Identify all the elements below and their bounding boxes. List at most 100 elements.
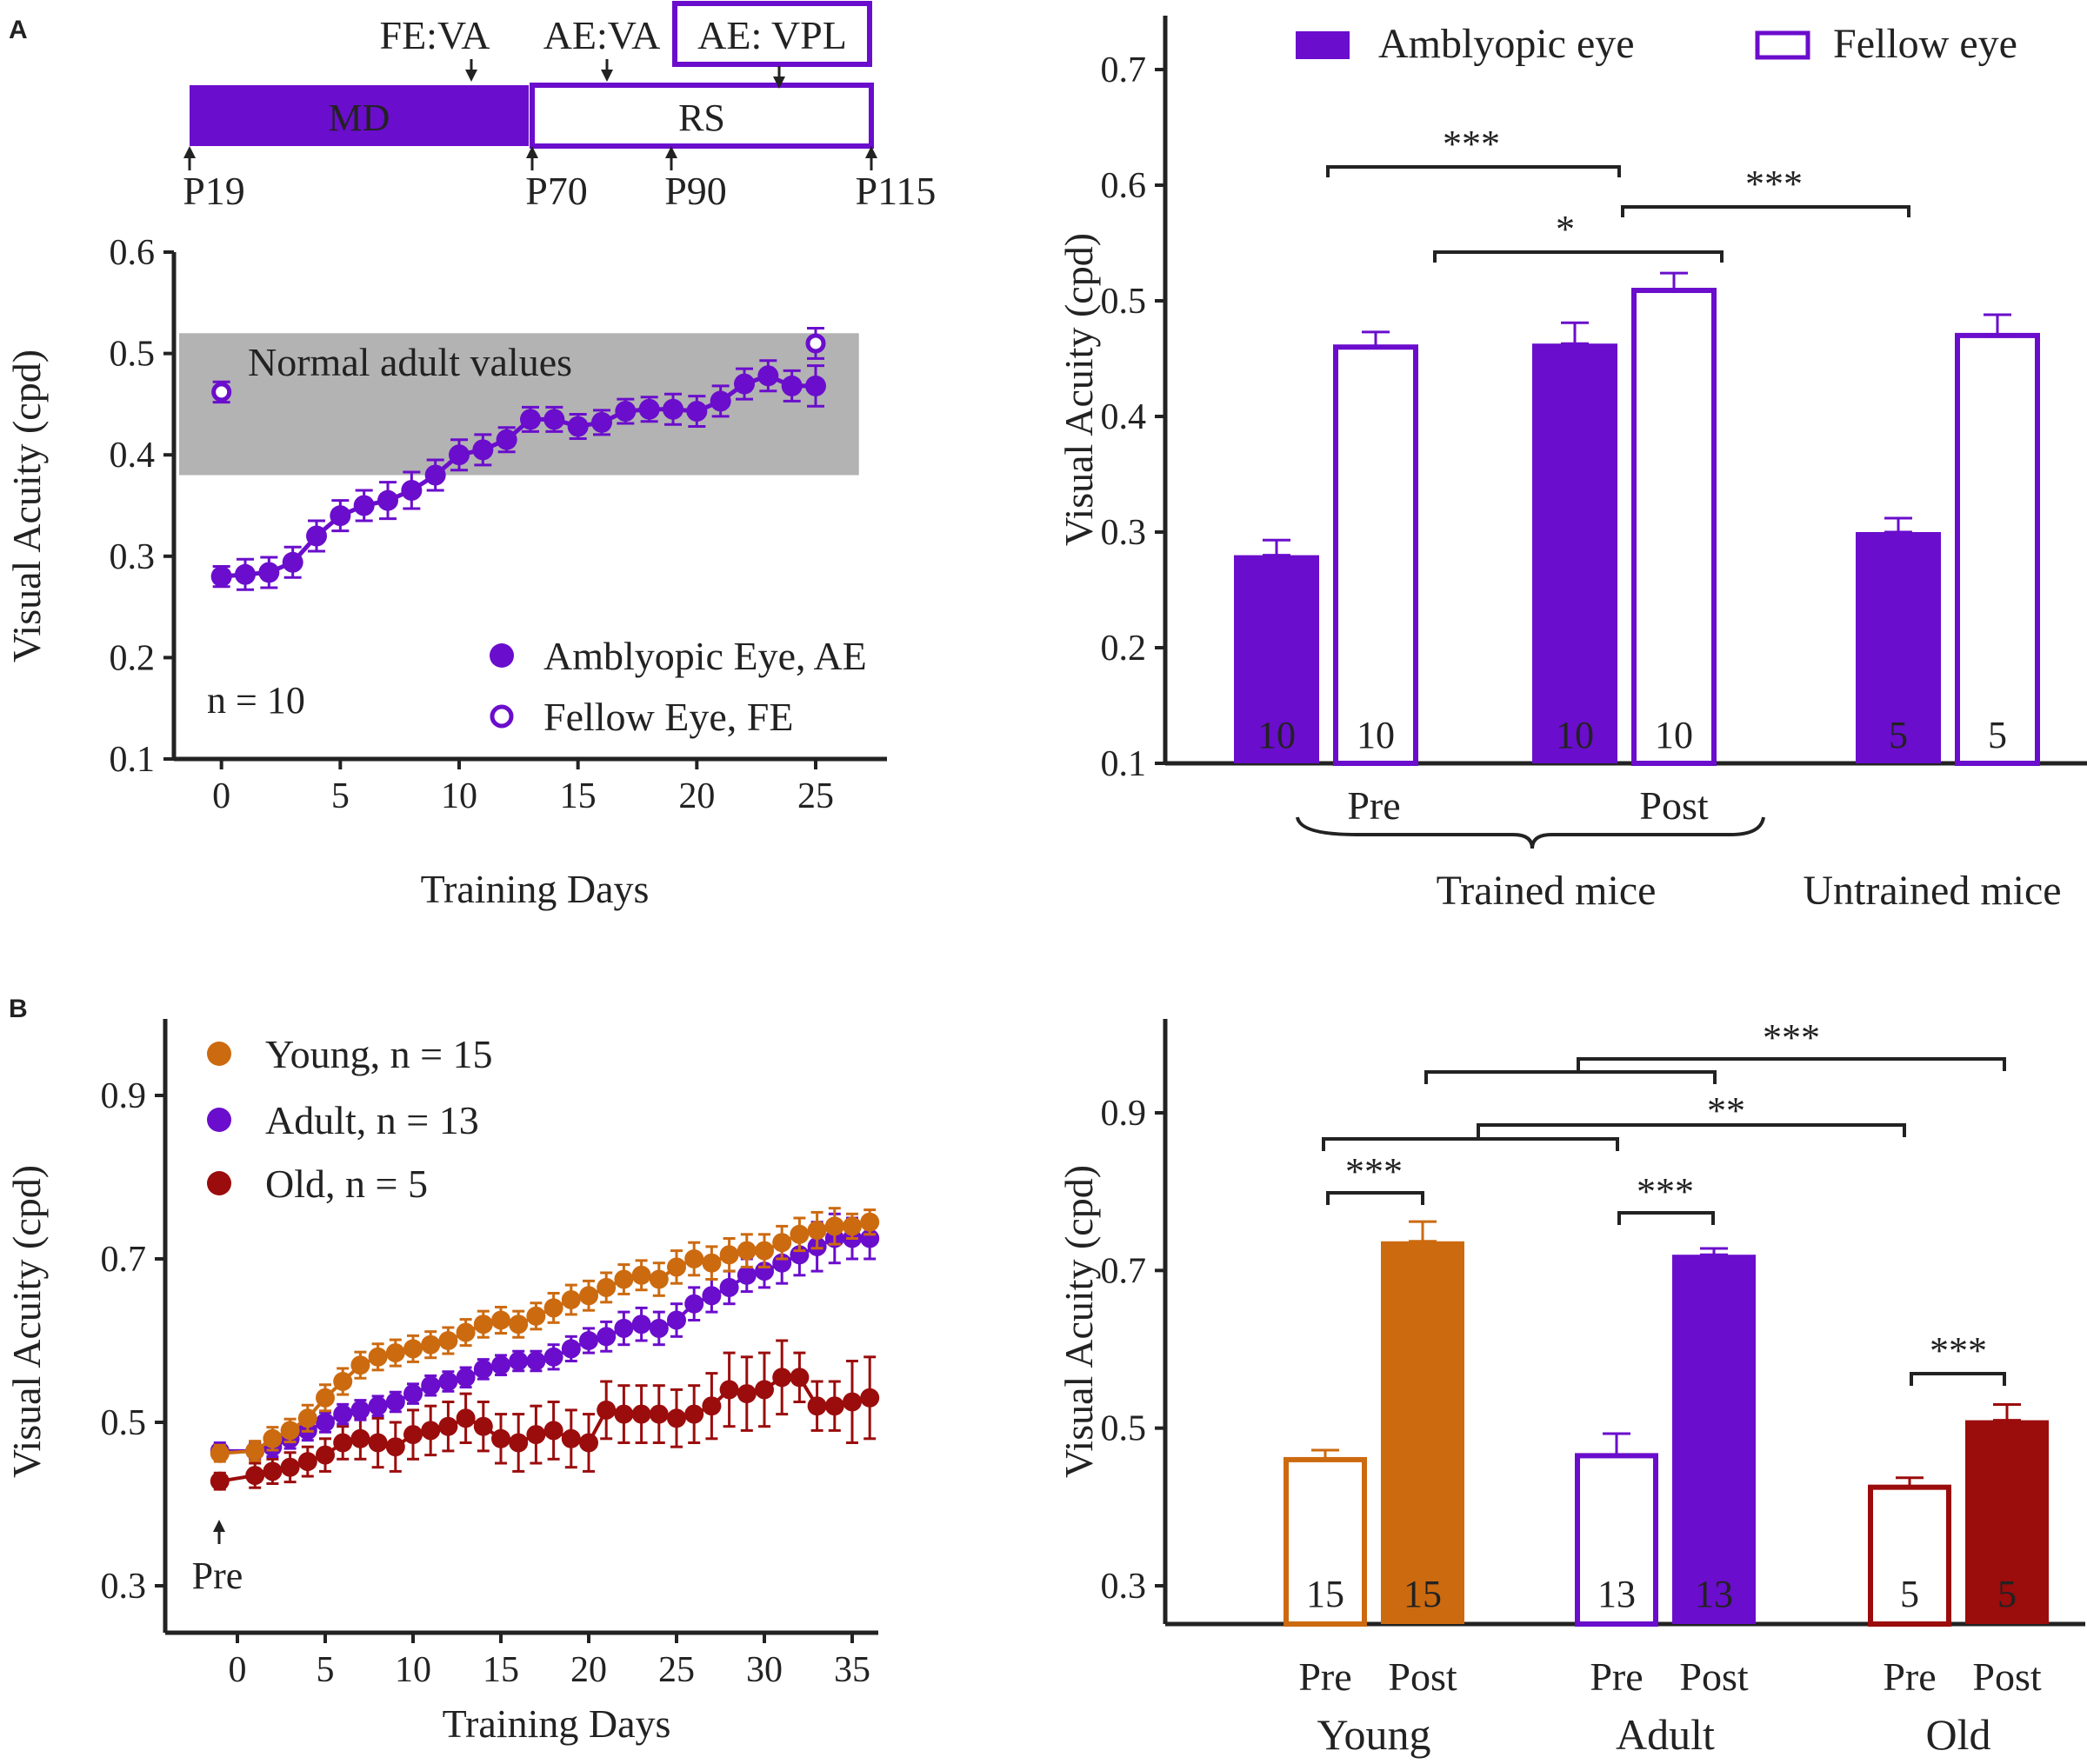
series-point-old-30 (755, 1380, 774, 1400)
legend-ae-marker (490, 643, 514, 668)
series-point-old-16 (509, 1433, 529, 1453)
B_left-ytick-label: 0.9 (101, 1076, 147, 1116)
series-point-young-13 (456, 1322, 476, 1342)
series-point-adult-15 (491, 1355, 510, 1375)
bar-post-n-1: 13 (1695, 1573, 1733, 1615)
bar-fellow-n-0: 10 (1357, 714, 1395, 756)
b-right-ytick-label: 0.3 (1101, 1567, 1147, 1607)
A_left-ytick-label: 0.1 (110, 740, 156, 780)
b-right-group-label-2: Old (1926, 1710, 1991, 1759)
b-left-x-axis-title: Training Days (443, 1701, 671, 1746)
series-point-young-15 (491, 1310, 510, 1330)
B_left-xtick-label: 10 (395, 1650, 431, 1690)
series-point-old-31 (772, 1368, 792, 1388)
B_left-xtick-label: 15 (483, 1650, 519, 1690)
series-point-young-7 (350, 1355, 370, 1375)
ae-point-day-6 (353, 495, 375, 516)
a-right-y-axis-title: Visual Acuity (cpd) (1057, 233, 1101, 546)
sig-upper-pre-old (1477, 1123, 1906, 1137)
ae-point-day-1 (235, 563, 256, 585)
series-point-young-17 (526, 1306, 546, 1326)
series-point-young-3 (280, 1421, 300, 1441)
series-point-old-36 (860, 1388, 880, 1408)
bar-pre-n-0: 15 (1306, 1573, 1344, 1615)
series-point-old-6 (333, 1433, 353, 1453)
series-point-old-0 (210, 1471, 230, 1491)
series-point-young-9 (385, 1343, 405, 1363)
series-point-adult-26 (684, 1294, 704, 1314)
series-point-young-29 (737, 1241, 757, 1261)
series-point-adult-18 (543, 1347, 563, 1367)
bar-fellow-n-1: 10 (1655, 714, 1693, 756)
legend-fe-marker (490, 704, 514, 729)
series-point-young-30 (755, 1241, 774, 1261)
ae-point-day-20 (686, 401, 708, 423)
ae-point-day-2 (258, 562, 280, 583)
sig-label-old: *** (1930, 1329, 1987, 1372)
ae-point-day-19 (663, 398, 683, 420)
bar-amblyopic-2 (1856, 532, 1941, 763)
b-right-ytick-label: 0.5 (1101, 1409, 1147, 1449)
series-point-young-24 (649, 1269, 669, 1289)
ae-point-day-8 (401, 480, 423, 502)
series-point-young-21 (597, 1277, 617, 1297)
series-point-old-22 (614, 1404, 634, 1424)
series-point-old-5 (316, 1445, 335, 1465)
sig-label-2: *** (1745, 163, 1803, 205)
series-point-adult-20 (579, 1331, 598, 1350)
series-point-young-20 (579, 1286, 598, 1306)
series-point-young-1 (245, 1441, 265, 1461)
fe-point-day-0 (211, 382, 232, 403)
a-right-ytick-label: 0.2 (1101, 629, 1147, 669)
panel-label-b: B (9, 995, 28, 1023)
series-point-old-8 (368, 1433, 388, 1453)
sig-post-young-adult (1424, 1070, 1717, 1084)
A_left-xtick-label: 0 (212, 776, 230, 816)
series-point-young-23 (631, 1265, 651, 1285)
series-point-old-7 (350, 1428, 370, 1448)
A_left-xtick-label: 10 (441, 776, 477, 816)
B_left-xtick-label: 35 (834, 1650, 870, 1690)
legend-old-marker (207, 1171, 231, 1195)
sig-bracket-post-ae-untrained (1621, 205, 1910, 217)
pre-arrow-head (213, 1520, 225, 1532)
b-right-y-axis-title: Visual Acuity (cpd) (1057, 1165, 1101, 1478)
series-point-young-12 (438, 1331, 458, 1350)
series-point-young-18 (543, 1298, 563, 1318)
series-point-adult-6 (333, 1404, 353, 1424)
series-point-adult-13 (456, 1368, 476, 1388)
trained-mice-label: Trained mice (1437, 868, 1657, 914)
b-right-ytick-label: 0.9 (1101, 1094, 1147, 1134)
series-point-adult-23 (631, 1315, 651, 1335)
ae-point-day-3 (282, 551, 303, 573)
sig-label-post: *** (1763, 1016, 1820, 1059)
panel-label-a: A (9, 16, 28, 44)
sig-label-0: *** (1443, 123, 1500, 165)
ae-point-day-10 (449, 444, 470, 466)
age-arrow-0-head (183, 146, 196, 158)
series-point-old-24 (649, 1404, 669, 1424)
legend-young-label: Young, n = 15 (265, 1032, 493, 1076)
series-point-old-11 (421, 1421, 441, 1441)
series-point-adult-5 (316, 1413, 335, 1432)
A_left-xtick-label: 25 (797, 776, 834, 816)
ae-point-day-13 (520, 409, 541, 430)
series-point-old-32 (790, 1368, 810, 1388)
b-left-y-axis-title: Visual Acuity (cpd) (4, 1165, 49, 1478)
md-label: MD (329, 97, 390, 139)
series-point-old-35 (843, 1392, 862, 1412)
bar-fellow-n-2: 5 (1988, 714, 2007, 756)
bar-amblyopic-n-2: 5 (1889, 714, 1908, 756)
A_left-ytick-label: 0.6 (110, 233, 156, 273)
bar-post-1 (1672, 1255, 1756, 1624)
series-point-young-14 (473, 1315, 493, 1335)
legend-ae-label: Amblyopic Eye, AE (543, 634, 867, 678)
ae-point-day-24 (781, 375, 803, 396)
series-point-young-0 (210, 1443, 230, 1463)
age-arrow-2-head (665, 146, 677, 158)
series-point-old-28 (719, 1380, 739, 1400)
age-arrow-3-head (865, 146, 877, 158)
series-point-adult-9 (385, 1392, 405, 1412)
series-point-young-10 (403, 1339, 423, 1359)
series-point-adult-19 (561, 1339, 581, 1359)
